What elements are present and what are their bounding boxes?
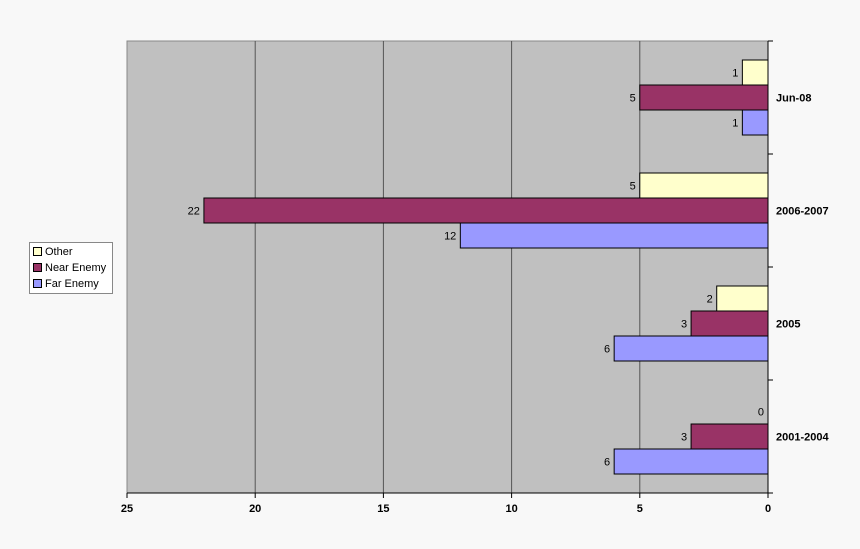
data-label: 5 xyxy=(630,181,636,193)
bar-far-enemy xyxy=(613,448,769,475)
data-label: 6 xyxy=(604,457,610,469)
bar-near-enemy xyxy=(690,423,769,450)
bar-other xyxy=(716,285,769,312)
plot-area xyxy=(126,40,769,494)
category-label: 2005 xyxy=(776,319,800,331)
legend-swatch xyxy=(33,279,42,288)
legend-label: Near Enemy xyxy=(45,261,107,274)
bar-near-enemy xyxy=(639,84,769,111)
category-label: 2001-2004 xyxy=(776,432,829,444)
data-label: 1 xyxy=(732,68,738,80)
legend-label: Far Enemy xyxy=(45,277,99,290)
data-label: 5 xyxy=(630,93,636,105)
x-tick-label: 25 xyxy=(121,503,133,515)
data-label: 2 xyxy=(707,294,713,306)
x-tick-label: 15 xyxy=(377,503,389,515)
bar-far-enemy xyxy=(459,222,769,249)
data-label: 0 xyxy=(758,407,764,419)
category-label: 2006-2007 xyxy=(776,206,829,218)
legend-item: Far Enemy xyxy=(30,276,112,291)
category-label: Jun-08 xyxy=(776,93,811,105)
bar-far-enemy xyxy=(613,335,769,362)
legend: Other Near Enemy Far Enemy xyxy=(29,242,113,294)
legend-swatch xyxy=(33,263,42,272)
data-label: 12 xyxy=(444,231,456,243)
data-label: 22 xyxy=(188,206,200,218)
x-tick-label: 10 xyxy=(505,503,517,515)
bar-far-enemy xyxy=(741,109,769,136)
bar-other xyxy=(639,172,769,199)
x-tick-label: 0 xyxy=(765,503,771,515)
x-tick-label: 20 xyxy=(249,503,261,515)
data-label: 3 xyxy=(681,319,687,331)
bar-near-enemy xyxy=(203,197,769,224)
data-label: 6 xyxy=(604,344,610,356)
legend-item: Other xyxy=(30,244,112,259)
data-label: 3 xyxy=(681,432,687,444)
x-tick-label: 5 xyxy=(637,503,643,515)
bar-near-enemy xyxy=(690,310,769,337)
data-label: 1 xyxy=(732,118,738,130)
legend-item: Near Enemy xyxy=(30,260,112,275)
legend-swatch xyxy=(33,247,42,256)
legend-label: Other xyxy=(45,245,73,258)
bar-other xyxy=(741,59,769,86)
